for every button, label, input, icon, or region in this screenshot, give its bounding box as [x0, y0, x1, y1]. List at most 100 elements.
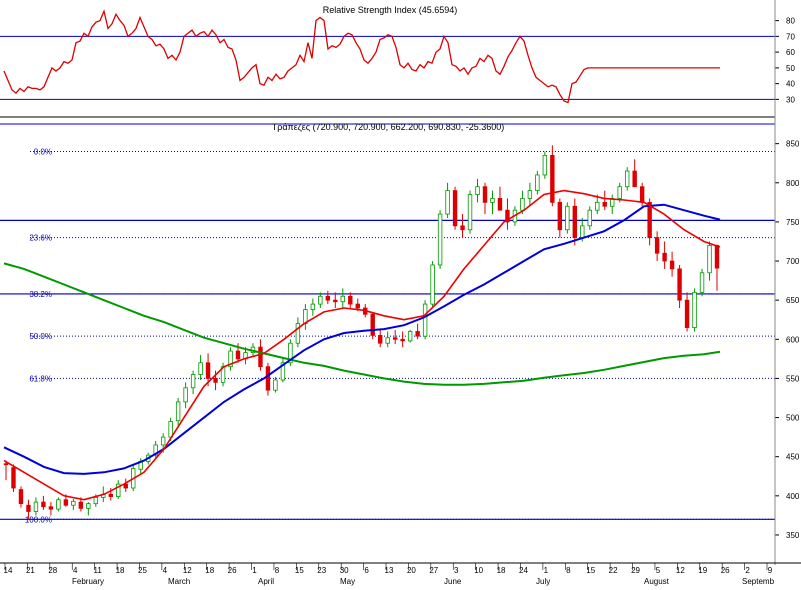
candle-body [11, 467, 16, 489]
rsi-tick-label: 40 [786, 80, 795, 89]
candle-body [647, 201, 652, 238]
x-month-label: May [340, 577, 355, 586]
x-day-label: 8 [275, 566, 280, 575]
price-tick-label: 800 [786, 179, 800, 188]
rsi-tick-label: 30 [786, 95, 795, 104]
x-day-label: 1 [252, 566, 257, 575]
candle-body [183, 387, 188, 403]
x-day-label: 11 [93, 566, 102, 575]
price-tick-label: 750 [786, 218, 800, 227]
rsi-panel: Relative Strength Index (45.6594) 30 40 50… [0, 5, 795, 104]
x-day-label: 8 [566, 566, 571, 575]
rsi-tick-label: 80 [786, 17, 795, 26]
x-day-label: 5 [656, 566, 661, 575]
candle-body [280, 362, 286, 381]
price-tick-label: 400 [786, 492, 800, 501]
candle-body [430, 264, 435, 305]
candle-body [632, 170, 637, 188]
x-month-label: February [72, 577, 104, 586]
x-day-label: 26 [721, 566, 730, 575]
fib-label: 50.0% [29, 332, 52, 341]
candle-body [505, 209, 510, 223]
x-day-label: 25 [138, 566, 147, 575]
candle-body [48, 506, 54, 510]
candle-body [175, 401, 181, 422]
ma-long-line [3, 262, 721, 386]
candle-body [415, 331, 420, 337]
candle-body [595, 201, 600, 211]
candle-body [325, 295, 331, 301]
x-day-label: 26 [228, 566, 237, 575]
candle-body [78, 501, 84, 509]
candle-body [617, 186, 622, 199]
candle-body [71, 500, 76, 506]
candle-body [116, 483, 121, 498]
candle-body [123, 483, 128, 489]
candle-body [639, 186, 645, 203]
candle-body [288, 342, 293, 364]
x-day-label: 12 [183, 566, 192, 575]
fib-label: 0.0% [34, 147, 52, 156]
x-day-label: 19 [698, 566, 707, 575]
x-axis-month-labels: February March April May June July August Septe… [72, 577, 775, 586]
candle-body [535, 174, 540, 192]
x-month-label: June [444, 577, 462, 586]
x-day-label: 21 [26, 566, 35, 575]
candle-body [265, 366, 271, 391]
price-tick-label: 450 [786, 453, 800, 462]
candle-body [310, 303, 316, 310]
candle-body [198, 362, 203, 375]
candle-body [565, 205, 570, 231]
candle-body [527, 190, 533, 199]
x-day-label: 18 [205, 566, 214, 575]
price-tick-label: 700 [786, 257, 800, 266]
candle-body [497, 198, 503, 211]
candle-body [18, 489, 24, 505]
candle-body [452, 190, 458, 227]
candle-body [333, 299, 338, 303]
candle-body [669, 260, 675, 270]
rsi-tick-label: 60 [786, 48, 795, 57]
candle-body [370, 313, 375, 336]
x-day-label: 18 [497, 566, 506, 575]
candle-body [213, 378, 218, 383]
candle-body [624, 170, 630, 188]
candle-body [662, 252, 667, 262]
candle-body [235, 350, 241, 360]
candle-body [108, 493, 113, 498]
x-day-label: 12 [676, 566, 685, 575]
x-day-label: 15 [295, 566, 304, 575]
rsi-title: Relative Strength Index (45.6594) [323, 5, 458, 15]
candle-body [33, 501, 39, 512]
candle-body [93, 496, 99, 505]
candle-body [258, 346, 263, 368]
candle-body [228, 350, 233, 368]
x-day-label: 15 [586, 566, 595, 575]
x-day-label: 4 [73, 566, 78, 575]
x-day-label: 24 [519, 566, 528, 575]
ma-mid-line [3, 203, 721, 475]
x-day-label: 3 [454, 566, 459, 575]
candle-body [707, 244, 712, 274]
candle-body [348, 295, 353, 305]
candle-body [56, 499, 61, 510]
x-day-label: 14 [4, 566, 13, 575]
price-tick-label: 350 [786, 531, 800, 540]
fib-label: 61.8% [29, 374, 52, 383]
candle-body [41, 501, 46, 508]
candle-body [580, 225, 585, 238]
candle-body [86, 503, 91, 509]
x-day-label: 27 [429, 566, 438, 575]
rsi-guide-lines [0, 35, 775, 100]
candle-body [467, 194, 473, 231]
candle-body [654, 237, 660, 254]
candle-body [392, 337, 398, 340]
candle-body [557, 201, 563, 231]
fib-label: 23.6% [29, 234, 52, 243]
x-day-label: 1 [544, 566, 549, 575]
x-axis: 14 21 28 4 11 18 25 4 12 18 26 1 8 15 23 30 6 13 20 27 3 10 18… [0, 562, 801, 586]
candle-body [422, 303, 428, 337]
candle-body [699, 272, 705, 293]
x-day-label: 4 [163, 566, 168, 575]
